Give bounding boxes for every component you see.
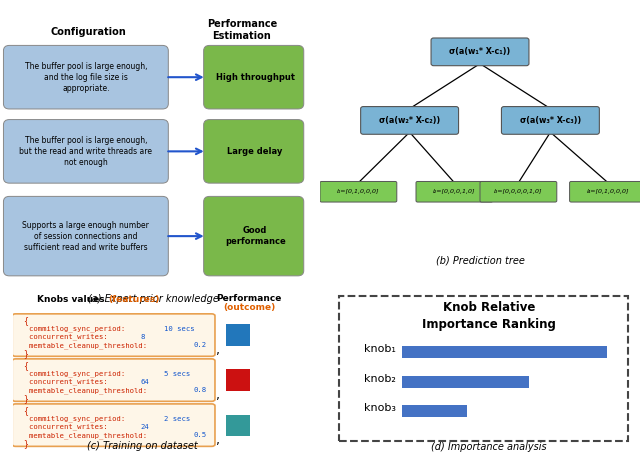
Text: ,: , [216,434,220,447]
FancyBboxPatch shape [204,120,304,183]
Text: The buffer pool is large enough,
and the log file size is
appropriate.: The buffer pool is large enough, and the… [24,61,147,93]
Text: 2 secs: 2 secs [164,416,191,422]
FancyBboxPatch shape [12,314,215,356]
Text: knob₃: knob₃ [364,403,396,413]
Text: }: } [23,439,28,448]
FancyBboxPatch shape [3,196,168,276]
Text: (d) Importance analysis: (d) Importance analysis [431,442,547,453]
Text: l₁=[0,1,0,0,0]: l₁=[0,1,0,0,0] [337,189,380,194]
Text: 8: 8 [141,334,145,340]
Text: The buffer pool is large enough,
but the read and write threads are
not enough: The buffer pool is large enough, but the… [19,136,152,167]
Text: {: { [23,361,28,370]
FancyBboxPatch shape [204,45,304,109]
Text: Performance
Estimation: Performance Estimation [207,19,277,41]
FancyBboxPatch shape [570,182,640,202]
Text: 0.2: 0.2 [194,342,207,349]
Text: l₃=[0,0,0,0,1,0]: l₃=[0,0,0,0,1,0] [494,189,543,194]
Text: 24: 24 [141,424,150,430]
Text: {: { [23,406,28,415]
Text: 5 secs: 5 secs [164,371,191,377]
Text: commitlog_sync_period:: commitlog_sync_period: [29,415,129,422]
Text: memtable_cleanup_threshold:: memtable_cleanup_threshold: [29,342,151,349]
Text: σ(a(w₂* X-c₂)): σ(a(w₂* X-c₂)) [379,116,440,125]
Text: concurrent_writes:: concurrent_writes: [29,333,112,340]
Text: Supports a large enough number
of session connections and
sufficient read and wr: Supports a large enough number of sessio… [22,220,149,252]
FancyBboxPatch shape [416,182,493,202]
Text: memtable_cleanup_threshold:: memtable_cleanup_threshold: [29,432,151,439]
Text: Knob Relative
Importance Ranking: Knob Relative Importance Ranking [422,301,556,331]
Text: 0.5: 0.5 [194,432,207,438]
Text: (features): (features) [108,295,159,304]
Text: l₄=[0,1,0,0,0]: l₄=[0,1,0,0,0] [587,189,629,194]
Text: (outcome): (outcome) [223,303,275,312]
Text: concurrent_writes:: concurrent_writes: [29,379,112,385]
Text: memtable_cleanup_threshold:: memtable_cleanup_threshold: [29,387,151,394]
Text: (b) Prediction tree: (b) Prediction tree [436,256,524,266]
FancyBboxPatch shape [480,182,557,202]
Bar [226,369,250,391]
FancyBboxPatch shape [502,106,600,134]
FancyBboxPatch shape [12,404,215,447]
Text: Performance: Performance [216,294,282,303]
Text: (c) Training on dataset: (c) Training on dataset [87,441,198,451]
Text: ,: , [216,389,220,402]
Text: Configuration: Configuration [51,27,127,37]
Bar [226,414,250,436]
Bar [402,405,467,417]
FancyBboxPatch shape [3,120,168,183]
Text: Knobs values: Knobs values [37,295,108,304]
Bar [226,324,250,346]
Text: (a) Expert prior knowledge: (a) Expert prior knowledge [88,294,219,305]
FancyBboxPatch shape [12,359,215,401]
Text: 0.8: 0.8 [194,387,207,394]
Bar [402,345,607,358]
Text: 64: 64 [141,379,150,385]
Text: High throughput: High throughput [216,73,294,82]
FancyBboxPatch shape [320,182,397,202]
Text: Large delay: Large delay [227,147,283,156]
Text: commitlog_sync_period:: commitlog_sync_period: [29,325,129,332]
Text: Good
performance: Good performance [225,227,285,246]
Text: {: { [23,316,28,325]
FancyBboxPatch shape [361,106,458,134]
Text: σ(a(w₁* X-c₁)): σ(a(w₁* X-c₁)) [449,47,511,56]
Text: concurrent_writes:: concurrent_writes: [29,424,112,430]
Text: commitlog_sync_period:: commitlog_sync_period: [29,370,129,377]
Text: knob₁: knob₁ [364,344,396,354]
FancyBboxPatch shape [3,45,168,109]
Text: l₂=[0,0,0,1,0]: l₂=[0,0,0,1,0] [433,189,476,194]
Text: }: } [23,349,28,358]
Text: ,: , [216,344,220,357]
Bar [402,376,529,388]
Text: σ(a(w₃* X-c₃)): σ(a(w₃* X-c₃)) [520,116,581,125]
FancyBboxPatch shape [431,38,529,66]
Text: }: } [23,394,28,403]
FancyBboxPatch shape [204,196,304,276]
Text: knob₂: knob₂ [364,374,396,384]
Text: 10 secs: 10 secs [164,325,195,332]
